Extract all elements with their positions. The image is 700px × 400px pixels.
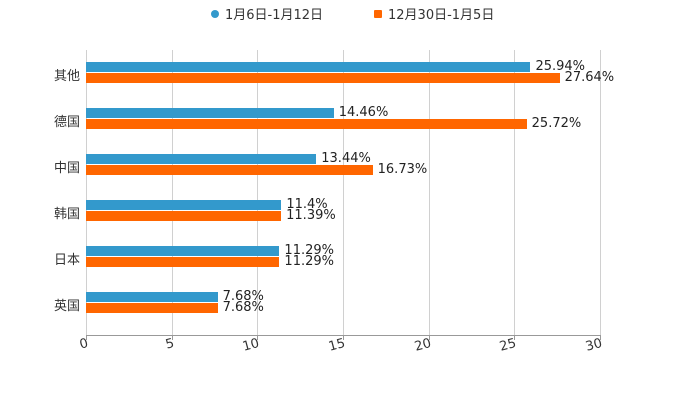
value-label: 13.44% [321,151,371,166]
bar-series-1[interactable] [86,154,317,164]
bar-series-2[interactable] [86,303,218,313]
bar-series-1[interactable] [86,246,280,256]
bar-series-2[interactable] [86,257,280,267]
gridline [600,50,601,335]
bar-series-2[interactable] [86,211,282,221]
value-label: 25.72% [531,116,582,131]
bar-series-1[interactable] [86,62,531,72]
gridline [86,50,87,335]
gridline [428,50,430,335]
category-label: 其他 [53,69,80,84]
legend-dot-icon [211,9,219,18]
legend-item-series-2[interactable]: 12月30日-1月5日 [374,4,494,23]
value-label: 11.29% [284,254,334,269]
x-axis-tick-label: 0 [78,336,90,353]
legend-square-icon [374,9,382,18]
x-axis-tick-label: 30 [584,336,604,355]
x-axis-tick [514,335,516,340]
legend-item-series-1[interactable]: 1月6日-1月12日 [211,4,323,23]
value-label: 7.68% [222,289,264,304]
x-axis-tick-label: 10 [241,336,262,355]
value-label: 16.73% [377,162,428,177]
bar-series-1[interactable] [86,292,218,302]
value-label: 25.94% [535,59,586,74]
x-axis-tick [428,335,430,340]
value-label: 14.46% [338,105,389,120]
x-axis-tick-label: 25 [498,336,519,355]
value-label: 11.39% [286,208,336,223]
bar-series-2[interactable] [86,165,373,175]
category-label: 德国 [53,115,80,130]
value-label: 27.64% [564,70,615,85]
bar-series-1[interactable] [86,108,334,118]
value-label: 11.4% [286,197,328,212]
value-label: 11.29% [284,243,334,258]
category-label: 英国 [53,299,80,314]
chart-legend: 1月6日-1月12日 12月30日-1月5日 [0,4,700,23]
legend-label: 1月6日-1月12日 [225,8,324,23]
category-label: 韩国 [53,207,80,222]
x-axis-tick [257,335,259,340]
bar-series-2[interactable] [86,119,527,129]
gridline [171,50,173,335]
x-axis-tick-label: 20 [412,336,433,355]
x-axis-tick-label: 15 [327,336,347,355]
value-label: 7.68% [222,300,264,315]
x-axis-tick [600,335,601,340]
x-axis-tick [171,335,173,340]
category-label: 日本 [53,253,80,268]
x-axis-tick-label: 5 [163,336,176,353]
legend-label: 12月30日-1月5日 [388,8,495,23]
x-axis-tick [86,335,87,340]
x-axis-tick [343,335,344,340]
category-label: 中国 [53,161,80,176]
gridline [514,50,516,335]
gridline [257,50,259,335]
bar-series-2[interactable] [86,73,560,83]
gridline [343,50,344,335]
bar-series-1[interactable] [86,200,282,210]
